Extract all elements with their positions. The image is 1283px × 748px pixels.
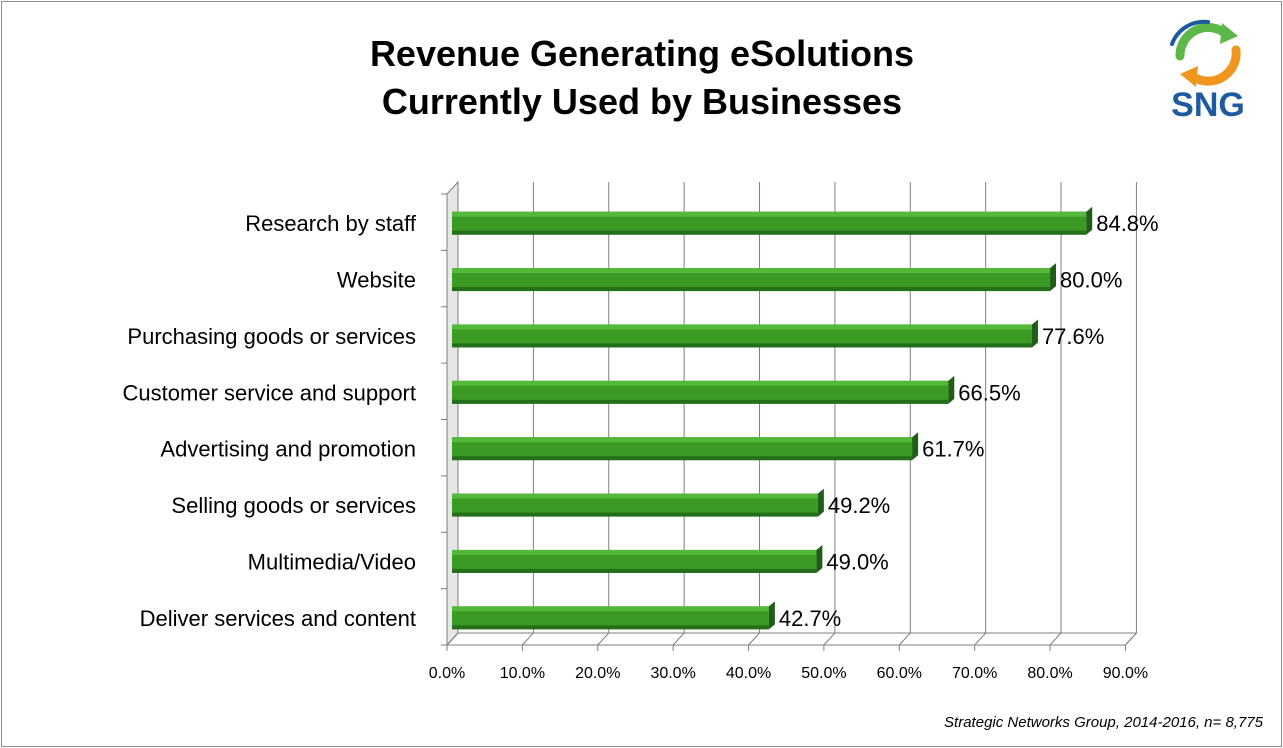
data-label: 49.0% [826, 549, 888, 574]
bar-front [452, 493, 818, 517]
category-label: Multimedia/Video [248, 549, 416, 574]
bar-front [452, 549, 817, 573]
x-tick-label: 40.0% [726, 665, 771, 682]
bar-front [452, 380, 949, 404]
bar-bottom [452, 287, 1051, 292]
chart-title: Revenue Generating eSolutions Currently … [242, 30, 1042, 126]
data-label: 84.8% [1096, 211, 1158, 236]
floor-gridline [1049, 632, 1062, 646]
x-tick-label: 10.0% [500, 665, 545, 682]
floor-gridline [974, 632, 987, 646]
category-label: Website [337, 268, 416, 293]
source-note: Strategic Networks Group, 2014-2016, n= … [944, 714, 1263, 731]
bar-top [452, 437, 913, 443]
x-tick-label: 60.0% [877, 665, 922, 682]
bar-end [816, 544, 823, 573]
bar-front [452, 606, 769, 630]
floor-gridline [898, 632, 911, 646]
data-label: 61.7% [922, 437, 984, 462]
sng-logo: SNG [1170, 19, 1245, 124]
bar-top [452, 268, 1051, 274]
category-label: Research by staff [245, 211, 417, 236]
bar-end [1086, 206, 1093, 235]
floor-gridline [446, 632, 459, 646]
sng-logo-icon [1170, 19, 1241, 87]
sng-logo-text: SNG [1171, 86, 1245, 124]
bar-bottom [452, 568, 817, 573]
chart-title-line-2: Currently Used by Businesses [381, 81, 903, 122]
data-label: 66.5% [958, 380, 1020, 405]
floor-gridline [823, 632, 836, 646]
bar-front [452, 437, 913, 461]
data-label: 49.2% [828, 493, 890, 518]
bar-top [452, 211, 1087, 217]
floor-gridline [1125, 632, 1137, 646]
bar-top [452, 606, 769, 612]
floor-gridline [522, 632, 534, 646]
data-label: 77.6% [1042, 324, 1104, 349]
bar [452, 488, 824, 517]
chart-title-line-1: Revenue Generating eSolutions [369, 33, 915, 74]
bar-top [452, 380, 949, 386]
bar-bottom [452, 399, 949, 404]
bar-end [768, 601, 775, 630]
bar-end [1031, 319, 1038, 348]
x-tick-label: 90.0% [1103, 665, 1148, 682]
data-label: 80.0% [1060, 268, 1122, 293]
category-label: Customer service and support [123, 380, 416, 405]
data-label: 42.7% [779, 606, 841, 631]
bar-front [452, 268, 1051, 292]
bar-end [817, 488, 824, 517]
bar-end [1050, 263, 1057, 292]
x-tick-label: 0.0% [429, 665, 465, 682]
bar-end [948, 375, 955, 404]
bar [452, 375, 955, 404]
bar-front [452, 211, 1087, 235]
category-label: Selling goods or services [171, 493, 416, 518]
category-label: Deliver services and content [140, 606, 416, 631]
floor-gridline [672, 632, 685, 646]
x-tick-label: 20.0% [575, 665, 620, 682]
category-label: Purchasing goods or services [127, 324, 416, 349]
category-label: Advertising and promotion [160, 437, 416, 462]
bar [452, 263, 1057, 292]
bar-bottom [452, 343, 1032, 348]
bar [452, 319, 1038, 348]
bar-bottom [452, 456, 913, 461]
bar-front [452, 324, 1032, 348]
x-tick-label: 50.0% [801, 665, 846, 682]
floor-gridline [597, 632, 610, 646]
side-wall [446, 180, 459, 647]
floor [445, 632, 1138, 646]
x-tick-label: 70.0% [952, 665, 997, 682]
floor-gridline [748, 632, 760, 646]
bar [452, 206, 1093, 235]
bar [452, 601, 775, 630]
bar-bottom [452, 625, 769, 630]
x-tick-label: 30.0% [650, 665, 695, 682]
bar-top [452, 324, 1032, 330]
bar-end [912, 432, 919, 461]
bar [452, 544, 823, 573]
bar-top [452, 549, 817, 555]
bar-bottom [452, 512, 818, 517]
x-tick-label: 80.0% [1027, 665, 1072, 682]
bar-top [452, 493, 818, 499]
bar-bottom [452, 230, 1087, 235]
bar [452, 432, 919, 461]
